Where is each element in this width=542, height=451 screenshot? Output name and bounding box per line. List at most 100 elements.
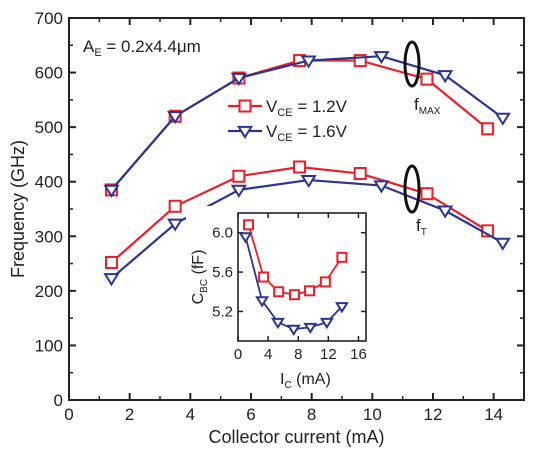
legend-marker bbox=[238, 99, 252, 113]
x-tick-label: 2 bbox=[125, 405, 134, 424]
x-tick-label: 12 bbox=[424, 405, 443, 424]
inset-frame bbox=[237, 212, 367, 342]
y-tick-label: 400 bbox=[35, 173, 63, 192]
inset-data-point-red bbox=[304, 285, 316, 297]
data-point-fmax-blue bbox=[230, 72, 247, 86]
inset-y-tick-label: 5.6 bbox=[212, 264, 233, 281]
data-point-ft-blue bbox=[103, 273, 120, 287]
legend-label: VCE = 1.2V bbox=[266, 97, 348, 119]
data-point-fmax-red bbox=[420, 72, 434, 86]
legend-marker bbox=[236, 125, 254, 139]
ft-label: fT bbox=[416, 216, 427, 238]
area-annotation-sub: E bbox=[94, 47, 101, 59]
inset-y-tick-label: 6.0 bbox=[212, 225, 233, 242]
inset-background bbox=[186, 206, 376, 391]
inset-x-axis-label-rest: (mA) bbox=[292, 371, 331, 388]
data-point-ft-red bbox=[104, 255, 118, 269]
data-point-ft-blue bbox=[230, 184, 247, 198]
inset-data-point-blue bbox=[319, 317, 334, 330]
y-tick-label: 700 bbox=[35, 9, 63, 28]
data-point-ft-blue bbox=[167, 218, 184, 232]
y-tick-label: 200 bbox=[35, 282, 63, 301]
inset-x-tick-label: 4 bbox=[264, 346, 272, 363]
y-tick-label: 0 bbox=[54, 391, 63, 410]
y-axis-label: Frequency (GHz) bbox=[8, 140, 28, 278]
y-tick-label: 500 bbox=[35, 118, 63, 137]
inset-y-axis-label-main: C bbox=[190, 293, 207, 305]
inset-x-tick-label: 12 bbox=[320, 346, 337, 363]
fmax-label-main: f bbox=[414, 95, 419, 114]
data-point-ft-red bbox=[420, 187, 434, 201]
inset-y-axis-label: CBC (fF) bbox=[190, 250, 210, 305]
x-tick-label: 6 bbox=[246, 405, 255, 424]
data-point-ft-red bbox=[168, 199, 182, 213]
inset-x-tick-label: 0 bbox=[234, 346, 242, 363]
area-annotation: AE = 0.2x4.4μm bbox=[83, 37, 201, 59]
data-point-ft-red bbox=[232, 169, 246, 183]
inset-x-axis-label-sub: C bbox=[284, 380, 291, 391]
inset-data-point-blue bbox=[238, 232, 253, 244]
area-annotation-rest: = 0.2x4.4μm bbox=[102, 37, 201, 56]
data-point-ft-blue bbox=[494, 237, 511, 251]
ft-label-main: f bbox=[416, 216, 421, 235]
inset-data-point-red bbox=[258, 271, 270, 283]
data-point-fmax-blue bbox=[437, 70, 454, 84]
inset-data-point-red bbox=[319, 276, 331, 288]
data-point-ft-blue bbox=[373, 180, 390, 194]
inset-x-axis-label: IC (mA) bbox=[280, 371, 331, 391]
inset-plot: 0 4 8 12 165.25.66.0IC (mA)CBC (fF) bbox=[186, 206, 376, 391]
x-axis-label: Collector current (mA) bbox=[208, 427, 384, 447]
legend-label-sub: CE bbox=[277, 132, 292, 144]
y-tick-label: 300 bbox=[35, 227, 63, 246]
inset-x-tick-label: 8 bbox=[294, 346, 302, 363]
inset-data-point-blue bbox=[334, 302, 349, 314]
x-tick-label: 10 bbox=[363, 405, 382, 424]
data-point-ft-blue bbox=[300, 174, 317, 189]
x-tick-label: 8 bbox=[307, 405, 316, 424]
data-point-fmax-red bbox=[353, 54, 367, 68]
data-point-fmax-blue bbox=[494, 112, 511, 126]
fmax-label-sub: MAX bbox=[419, 106, 441, 117]
ft-label-sub: T bbox=[421, 227, 427, 238]
legend-label: VCE = 1.6V bbox=[266, 122, 348, 144]
area-annotation-main: A bbox=[83, 37, 95, 56]
legend-label-main: V bbox=[266, 97, 278, 116]
data-point-fmax-red bbox=[481, 122, 495, 136]
inset-y-axis-label-sub: BC bbox=[199, 279, 210, 293]
data-point-ft-red bbox=[293, 160, 307, 174]
fmax-label: fMAX bbox=[414, 95, 441, 117]
data-point-fmax-blue bbox=[103, 184, 120, 198]
inset-data-point-blue bbox=[286, 324, 301, 337]
inset-y-tick-label: 5.2 bbox=[212, 303, 233, 320]
legend-label-rest: = 1.6V bbox=[293, 122, 348, 141]
legend-label-rest: = 1.2V bbox=[293, 97, 348, 116]
inset-data-point-blue bbox=[270, 317, 285, 330]
inset-data-point-red bbox=[288, 289, 300, 301]
inset-y-axis-label-rest: (fF) bbox=[190, 250, 207, 279]
inset-data-point-red bbox=[336, 251, 348, 263]
inset-data-point-blue bbox=[255, 296, 270, 308]
inset-data-point-red bbox=[243, 219, 255, 231]
inset-data-point-blue bbox=[303, 322, 318, 335]
y-tick-label: 600 bbox=[35, 64, 63, 83]
ft-ellipse bbox=[403, 164, 421, 214]
data-point-fmax-blue bbox=[373, 51, 390, 65]
x-tick-label: 4 bbox=[186, 405, 195, 424]
fmax-ellipse bbox=[403, 40, 421, 88]
main-plot: 0 2 4 6 8 10 12 14 0 100 200 300 400 500 600 700 Collect… bbox=[8, 9, 525, 447]
inset-data-point-red bbox=[273, 286, 285, 298]
inset-x-tick-label: 16 bbox=[350, 346, 367, 363]
inset-x-axis-label-main: I bbox=[280, 371, 284, 388]
data-point-fmax-blue bbox=[167, 111, 184, 125]
legend-label-sub: CE bbox=[277, 107, 292, 119]
y-tick-label: 100 bbox=[35, 336, 63, 355]
x-tick-label: 0 bbox=[64, 405, 73, 424]
data-point-fmax-blue bbox=[300, 55, 317, 69]
main-series-group bbox=[103, 51, 511, 287]
data-point-ft-blue bbox=[437, 205, 454, 219]
data-point-ft-red bbox=[353, 167, 367, 181]
legend-label-main: V bbox=[266, 122, 278, 141]
x-tick-label: 14 bbox=[484, 405, 503, 424]
